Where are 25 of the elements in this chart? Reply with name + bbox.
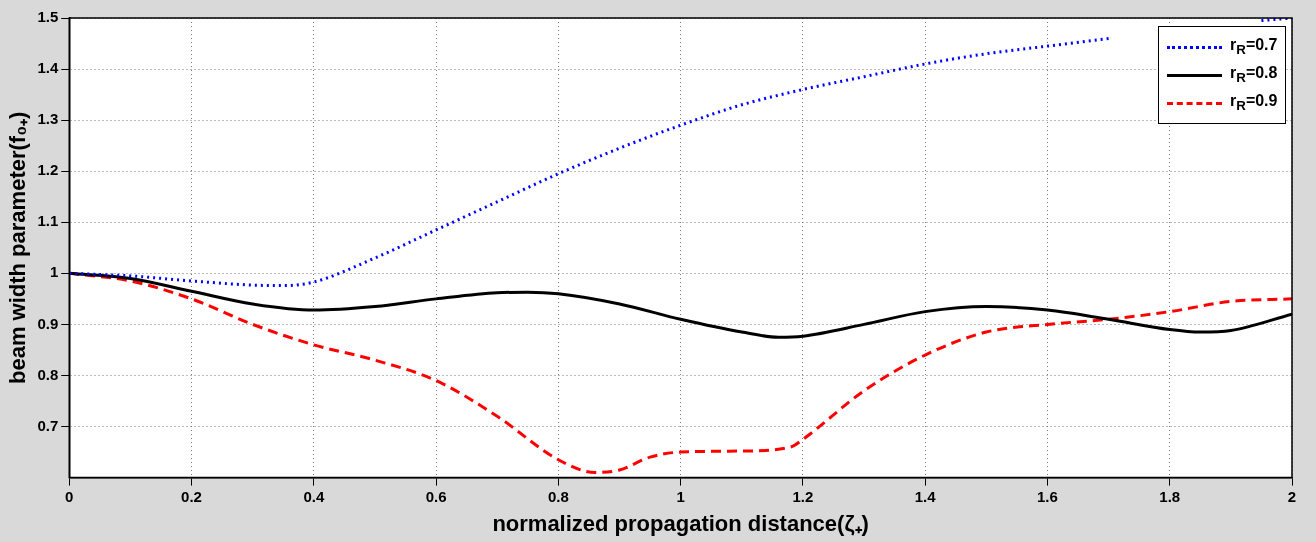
legend-label: r$_{R}$=0.8 — [1230, 64, 1278, 86]
x-tick-label: 0.4 — [303, 487, 325, 505]
y-tick-label: 1.2 — [37, 161, 59, 179]
y-axis-title: beam width parameter(f₀₊) — [5, 111, 31, 385]
x-tick-label: 1.6 — [1037, 487, 1058, 505]
legend-label: r$_{R}$=0.9 — [1230, 92, 1278, 114]
y-tick-label: 1.3 — [37, 110, 59, 128]
y-tick-label: 1.1 — [37, 212, 59, 230]
y-tick-label: 1.4 — [37, 59, 59, 77]
x-tick-label: 1.8 — [1159, 487, 1181, 505]
x-tick-label: 1.2 — [792, 487, 814, 505]
x-tick-label: 0.2 — [181, 487, 202, 505]
y-tick-label: 1 — [49, 263, 59, 281]
y-tick-label: 0.7 — [37, 416, 59, 434]
x-tick-label: 0.8 — [547, 487, 569, 505]
y-tick-label: 0.9 — [37, 314, 59, 332]
x-tick-label: 0.6 — [425, 487, 447, 505]
x-axis-title: normalized propagation distance(ζ₊) — [492, 510, 869, 536]
x-tick-label: 1.4 — [914, 487, 937, 505]
y-tick-label: 1.5 — [37, 8, 59, 26]
y-tick-label: 0.8 — [37, 365, 59, 383]
x-tick-label: 1 — [676, 487, 685, 505]
x-tick-label: 2 — [1287, 487, 1297, 505]
legend-label: r$_{R}$=0.7 — [1230, 36, 1278, 58]
x-tick-label: 0 — [65, 487, 74, 505]
